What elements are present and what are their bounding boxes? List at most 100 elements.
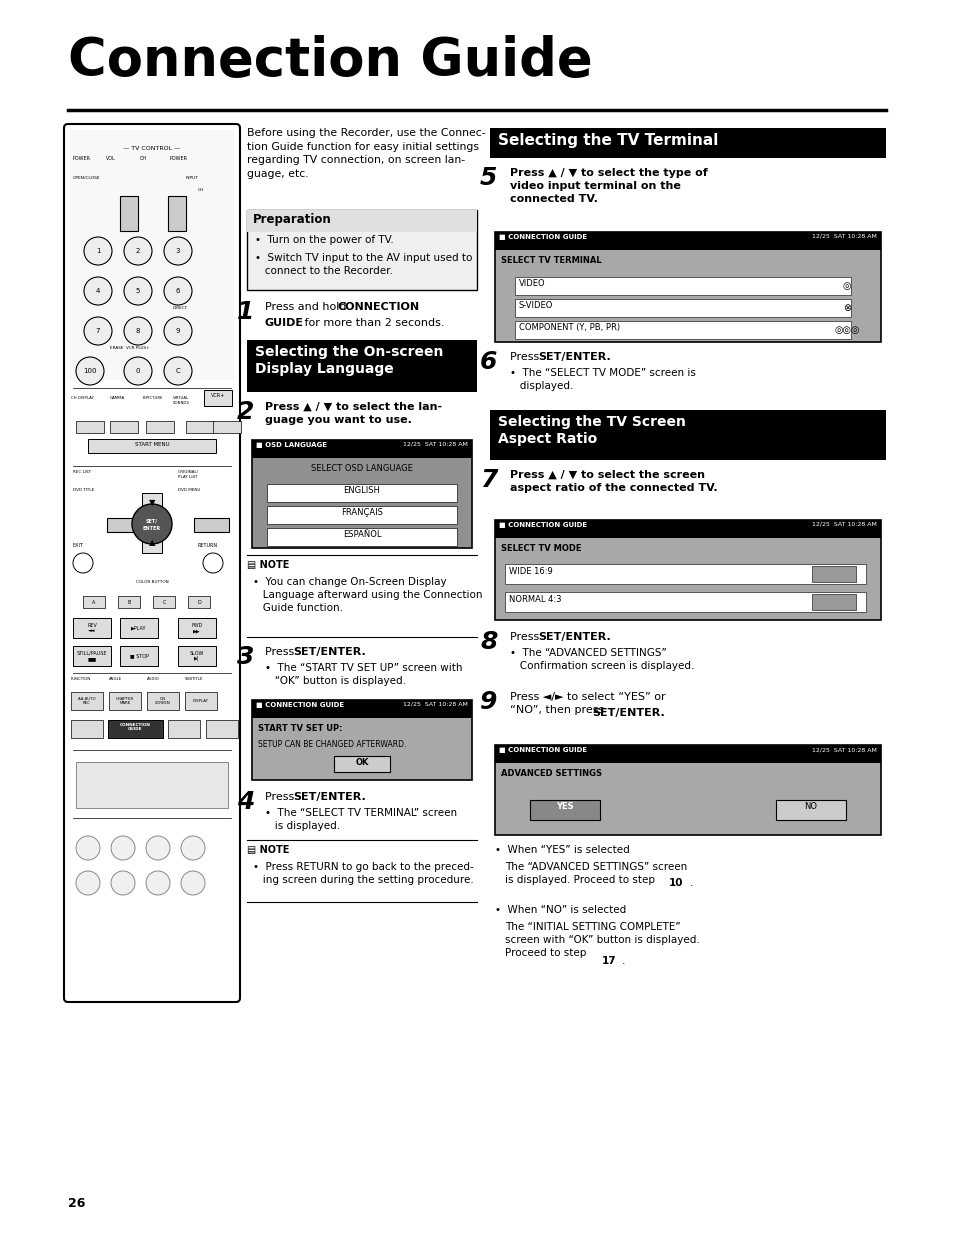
Text: WIDE 16:9: WIDE 16:9	[509, 567, 552, 576]
Text: RETURN: RETURN	[198, 543, 218, 548]
Text: SELECT TV TERMINAL: SELECT TV TERMINAL	[500, 256, 601, 266]
Text: EXIT: EXIT	[73, 543, 84, 548]
Bar	[206, 720, 237, 739]
Text: ■ CONNECTION GUIDE: ■ CONNECTION GUIDE	[498, 747, 586, 753]
Text: ▶PLAY: ▶PLAY	[132, 625, 147, 631]
Text: CHAPTER
MARK: CHAPTER MARK	[116, 697, 134, 705]
Circle shape	[124, 317, 152, 345]
Text: 17: 17	[601, 956, 616, 966]
Text: ■ CONNECTION GUIDE: ■ CONNECTION GUIDE	[255, 701, 344, 708]
Text: •  You can change On-Screen Display
   Language afterward using the Connection
 : • You can change On-Screen Display Langu…	[253, 577, 482, 613]
Text: 3: 3	[175, 248, 180, 254]
Bar	[495, 520, 880, 538]
Text: The “ADVANCED SETTINGS” screen
is displayed. Proceed to step: The “ADVANCED SETTINGS” screen is displa…	[504, 862, 686, 884]
Text: CH DISPLAY: CH DISPLAY	[71, 396, 93, 400]
Text: SUBTITLE: SUBTITLE	[185, 677, 203, 680]
Text: S-VIDEO: S-VIDEO	[518, 301, 553, 310]
Bar	[495, 520, 880, 620]
Text: 7: 7	[95, 329, 100, 333]
Text: •  When “YES” is selected: • When “YES” is selected	[495, 845, 629, 855]
Text: SELECT OSD LANGUAGE: SELECT OSD LANGUAGE	[311, 464, 413, 473]
Bar	[504, 592, 865, 613]
Text: YES: YES	[556, 802, 573, 811]
Text: 100: 100	[83, 368, 96, 374]
Circle shape	[84, 277, 112, 305]
Text: COLOR BUTTON: COLOR BUTTON	[135, 580, 168, 584]
Text: •  The “START TV SET UP” screen with
   “OK” button is displayed.: • The “START TV SET UP” screen with “OK”…	[265, 663, 462, 685]
Text: GUIDE: GUIDE	[265, 317, 304, 329]
Text: Connection Guide: Connection Guide	[68, 35, 592, 86]
Text: ENTER: ENTER	[143, 526, 161, 531]
Text: CH: CH	[140, 156, 147, 161]
Text: VIDEO: VIDEO	[518, 279, 545, 288]
Text: Press ◄/► to select “YES” or
“NO”, then press: Press ◄/► to select “YES” or “NO”, then …	[510, 692, 665, 715]
Text: The “INITIAL SETTING COMPLETE”
screen with “OK” button is displayed.
Proceed to : The “INITIAL SETTING COMPLETE” screen wi…	[504, 923, 699, 957]
Bar	[120, 618, 158, 638]
Circle shape	[124, 237, 152, 266]
Text: 7: 7	[479, 468, 497, 492]
Circle shape	[164, 357, 192, 385]
Bar	[267, 506, 456, 524]
Text: SETUP CAN BE CHANGED AFTERWARD.: SETUP CAN BE CHANGED AFTERWARD.	[257, 740, 406, 748]
Bar	[213, 421, 241, 433]
Text: ■ CONNECTION GUIDE: ■ CONNECTION GUIDE	[498, 522, 586, 529]
Text: SLOW
▶|: SLOW ▶|	[190, 651, 204, 662]
Text: FWD
▶▶: FWD ▶▶	[192, 622, 202, 634]
Bar	[252, 440, 472, 548]
Text: SET/ENTER.: SET/ENTER.	[537, 352, 610, 362]
Text: 12/25  SAT 10:28 AM: 12/25 SAT 10:28 AM	[403, 442, 468, 447]
Text: VIRTUAL
SONNDS: VIRTUAL SONNDS	[172, 396, 190, 405]
Text: for more than 2 seconds.: for more than 2 seconds.	[301, 317, 444, 329]
Text: 26: 26	[68, 1197, 85, 1210]
Bar	[71, 720, 103, 739]
Circle shape	[76, 871, 100, 895]
Bar	[142, 493, 162, 513]
Text: Preparation: Preparation	[253, 212, 332, 226]
Bar	[147, 692, 179, 710]
Bar	[152, 597, 174, 608]
Text: •  The “SELECT TV MODE” screen is
   displayed.: • The “SELECT TV MODE” screen is display…	[510, 368, 695, 390]
Circle shape	[84, 237, 112, 266]
Circle shape	[164, 237, 192, 266]
Text: 6: 6	[175, 288, 180, 294]
Text: C: C	[162, 599, 166, 604]
Text: Selecting the On-screen
Display Language: Selecting the On-screen Display Language	[254, 345, 443, 375]
Text: ▼: ▼	[149, 499, 155, 508]
Text: FUNCTION: FUNCTION	[71, 677, 91, 680]
Bar	[146, 421, 173, 433]
Text: ADVANCED SETTINGS: ADVANCED SETTINGS	[500, 769, 601, 778]
Text: 5: 5	[135, 288, 140, 294]
Text: .: .	[621, 956, 625, 966]
Text: DIRECT: DIRECT	[172, 306, 188, 310]
Circle shape	[84, 317, 112, 345]
Bar	[108, 720, 163, 739]
Text: ◎: ◎	[841, 282, 850, 291]
Text: SET/ENTER.: SET/ENTER.	[537, 632, 610, 642]
Text: 2: 2	[236, 400, 254, 424]
Text: AA AUTO
REC: AA AUTO REC	[78, 697, 95, 705]
Text: 12/25  SAT 10:28 AM: 12/25 SAT 10:28 AM	[811, 747, 876, 752]
Circle shape	[76, 357, 104, 385]
Bar	[495, 745, 880, 835]
Bar	[490, 410, 885, 459]
Text: 6: 6	[479, 350, 497, 374]
Bar	[204, 390, 232, 406]
Text: SET/ENTER.: SET/ENTER.	[293, 792, 365, 802]
Bar	[811, 566, 855, 582]
Bar	[811, 594, 855, 610]
Text: 12/25  SAT 10:28 AM: 12/25 SAT 10:28 AM	[811, 233, 876, 240]
Text: REV
◄◄: REV ◄◄	[87, 622, 97, 634]
Text: INPUT: INPUT	[206, 396, 217, 400]
Bar	[178, 646, 215, 666]
Text: •  Switch TV input to the AV input used to
   connect to the Recorder.: • Switch TV input to the AV input used t…	[254, 253, 472, 275]
Text: ENGLISH: ENGLISH	[343, 487, 380, 495]
Bar	[247, 210, 476, 232]
Bar	[120, 196, 138, 231]
Text: POWER: POWER	[170, 156, 188, 161]
Text: ■ OSD LANGUAGE: ■ OSD LANGUAGE	[255, 442, 327, 448]
Text: Selecting the TV Terminal: Selecting the TV Terminal	[497, 133, 718, 148]
Text: 12/25  SAT 10:28 AM: 12/25 SAT 10:28 AM	[403, 701, 468, 706]
FancyBboxPatch shape	[64, 124, 240, 1002]
Bar	[495, 745, 880, 763]
Text: B.PICTURE: B.PICTURE	[143, 396, 163, 400]
